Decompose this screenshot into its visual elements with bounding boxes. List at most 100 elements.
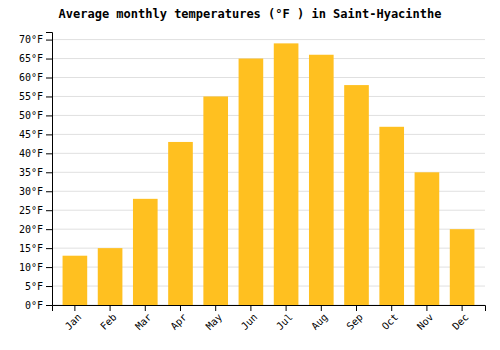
y-axis-line	[46, 33, 53, 306]
y-tick-label: 0°F	[25, 300, 43, 311]
x-tick-label: Nov	[415, 311, 436, 332]
y-tick-mark	[46, 210, 52, 211]
chart-container: 0°F 5°F 10°F 15°F 20°F 25°F 30°F 35°F 40°F 45°F 50…	[0, 0, 500, 350]
y-tick-label: 25°F	[19, 205, 43, 216]
x-tick: Feb	[98, 305, 119, 332]
bar	[98, 248, 123, 305]
grid-line	[52, 58, 485, 59]
title: Average monthly temperatures (°F ) in Sa…	[59, 7, 442, 21]
x-tick-label: May	[204, 311, 225, 332]
x-tick-label: Mar	[133, 311, 154, 332]
y-tick-mark	[46, 248, 52, 249]
y-tick-label: 45°F	[19, 129, 43, 140]
x-tick: Jul	[274, 305, 295, 332]
bar	[379, 127, 404, 305]
x-tick: Nov	[415, 305, 436, 332]
x-tick-mark	[110, 305, 111, 311]
y-tick-label: 40°F	[19, 148, 43, 159]
bar	[203, 96, 228, 305]
x-tick: May	[204, 305, 225, 332]
x-tick-mark	[286, 305, 287, 311]
plot-area: 0°F 5°F 10°F 15°F 20°F 25°F 30°F 35°F 40°F 45°F 50…	[19, 33, 486, 332]
y-tick-mark	[46, 78, 52, 79]
y-tick-label: 20°F	[19, 224, 43, 235]
y-tick: 40°F	[19, 148, 52, 159]
x-tick: Mar	[133, 305, 154, 332]
y-tick-label: 15°F	[19, 243, 43, 254]
y-axis: 0°F 5°F 10°F 15°F 20°F 25°F 30°F 35°F 40°F 45°F 50…	[19, 33, 53, 311]
y-tick: 25°F	[19, 205, 52, 216]
x-tick-mark	[356, 305, 357, 311]
y-tick-mark	[46, 153, 52, 154]
x-tick-mark	[74, 305, 75, 311]
x-axis-line	[53, 306, 486, 312]
y-tick-label: 10°F	[19, 262, 43, 273]
y-tick: 35°F	[19, 167, 52, 178]
x-tick: Aug	[309, 305, 330, 332]
y-tick: 15°F	[19, 243, 52, 254]
x-axis: JanFebMarAprMayJunJulAugSepOctNovDec	[53, 305, 486, 332]
grid	[52, 40, 485, 305]
y-tick-mark	[46, 40, 52, 41]
x-tick-label: Jan	[63, 311, 84, 332]
y-tick-mark	[46, 115, 52, 116]
bar	[168, 142, 193, 305]
x-tick-mark	[250, 305, 251, 311]
y-tick: 10°F	[19, 262, 52, 273]
y-tick-label: 70°F	[19, 34, 43, 45]
y-tick: 65°F	[19, 53, 52, 64]
x-tick-label: Aug	[309, 311, 330, 332]
bar	[239, 59, 264, 305]
y-tick: 5°F	[25, 281, 52, 292]
y-tick: 45°F	[19, 129, 52, 140]
bars	[63, 43, 475, 305]
bar	[415, 172, 440, 305]
y-tick: 0°F	[25, 300, 52, 311]
bar	[450, 229, 475, 305]
y-tick-label: 50°F	[19, 110, 43, 121]
bar	[344, 85, 369, 305]
y-tick-label: 55°F	[19, 91, 43, 102]
y-tick-label: 30°F	[19, 186, 43, 197]
x-tick-label: Jul	[274, 311, 295, 332]
x-tick-mark	[391, 305, 392, 311]
y-tick-mark	[46, 286, 52, 287]
chart-svg: 0°F 5°F 10°F 15°F 20°F 25°F 30°F 35°F 40°F 45°F 50…	[0, 0, 500, 350]
y-tick-label: 65°F	[19, 53, 43, 64]
x-tick-label: Oct	[380, 311, 401, 332]
y-tick-mark	[46, 172, 52, 173]
y-tick-mark	[46, 229, 52, 230]
x-tick-label: Sep	[344, 311, 365, 332]
grid-line	[52, 77, 485, 78]
y-tick-mark	[46, 96, 52, 97]
y-tick: 55°F	[19, 91, 52, 102]
grid-line	[52, 39, 485, 40]
y-tick-mark	[46, 305, 52, 306]
grid-line	[52, 153, 485, 154]
bar	[133, 199, 158, 305]
x-tick-label: Apr	[168, 311, 189, 332]
y-tick: 50°F	[19, 110, 52, 121]
y-tick-label: 5°F	[25, 281, 43, 292]
bar	[309, 55, 334, 305]
x-tick-mark	[180, 305, 181, 311]
grid-line	[52, 134, 485, 135]
x-tick-mark	[426, 305, 427, 311]
x-tick-mark	[145, 305, 146, 311]
y-tick-mark	[46, 134, 52, 135]
y-tick-label: 60°F	[19, 72, 43, 83]
grid-line	[52, 96, 485, 97]
x-tick-mark	[462, 305, 463, 311]
x-tick: Sep	[344, 305, 365, 332]
bar	[274, 43, 299, 305]
x-tick-label: Jun	[239, 311, 260, 332]
x-tick: Apr	[168, 305, 189, 332]
y-tick-label: 35°F	[19, 167, 43, 178]
bar	[63, 256, 88, 305]
y-tick-mark	[46, 191, 52, 192]
x-tick: Jun	[239, 305, 260, 332]
y-tick: 30°F	[19, 186, 52, 197]
y-tick: 20°F	[19, 224, 52, 235]
x-tick: Jan	[63, 305, 84, 332]
x-tick-mark	[321, 305, 322, 311]
